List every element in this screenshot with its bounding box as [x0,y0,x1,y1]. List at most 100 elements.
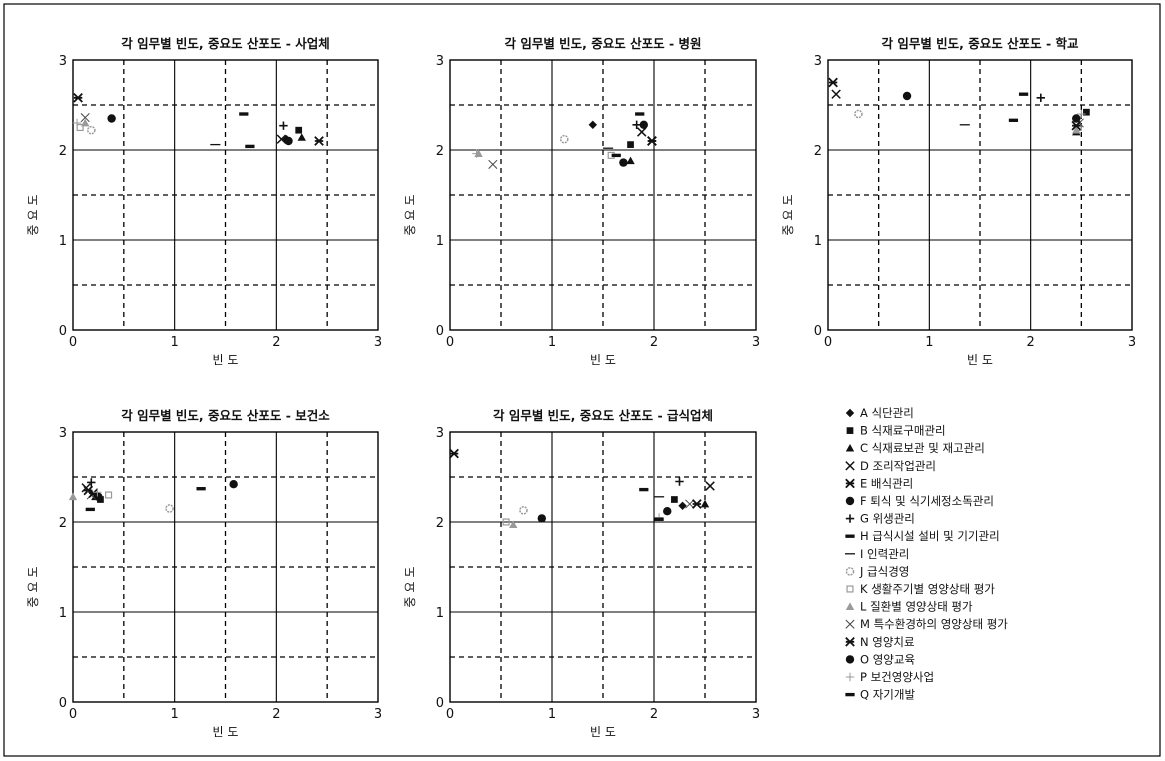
data-point-b [295,126,303,134]
x-tick-label: 2 [272,707,280,722]
x-tick-label: 2 [1027,335,1035,350]
x-tick-label: 3 [752,707,760,722]
data-point-j [854,109,863,119]
plot-frame [449,59,757,331]
data-point-q [654,517,664,521]
data-point-g [1036,93,1045,102]
y-axis-label: 중요도 [26,562,40,607]
y-tick-label: 2 [59,144,67,159]
data-point-d [276,134,287,144]
legend-label: N 영양치료 [860,635,915,649]
data-point-l [81,118,90,127]
data-point-o [1072,114,1081,123]
data-point-g [279,121,288,130]
legend-label: Q 자기개발 [860,688,915,702]
x-tick-label: 2 [650,335,658,350]
data-point-q [245,144,255,149]
legend-item-h: H 급식시설 설비 및 기기관리 [845,529,1000,543]
legend-marker-p [845,672,855,682]
data-point-l [68,492,78,501]
y-tick-label: 3 [814,54,822,69]
legend-marker-m [845,619,855,629]
legend-marker-a [845,408,855,418]
data-point-d [831,89,841,99]
data-point-p [93,488,102,497]
data-point-o [229,480,238,489]
legend-item-p: P 보건영양사업 [845,670,934,684]
legend-label: K 생활주기별 영양상태 평가 [860,582,995,596]
data-point-m [488,159,498,169]
legend-item-d: D 조리작업관리 [845,459,936,473]
chart-title: 각 임무별 빈도, 중요도 산포도 - 병원 [504,36,701,51]
legend-item-m: M 특수환경하의 영양상태 평가 [845,617,1008,631]
legend-label: J 급식경영 [859,564,909,578]
data-point-h [639,487,649,492]
legend-marker-f [845,496,855,506]
x-tick-label: 1 [171,707,179,722]
x-tick-label: 3 [374,335,382,350]
x-tick-label: 0 [69,335,77,350]
data-point-n [647,136,657,146]
x-tick-label: 3 [1128,335,1136,350]
y-axis-label: 중요도 [26,190,40,235]
chart-title: 각 임무별 빈도, 중요도 산포도 - 사업체 [121,36,330,51]
data-point-p [1077,109,1086,119]
y-tick-label: 0 [59,324,67,339]
y-tick-label: 3 [436,426,444,441]
legend-marker-e [845,478,855,489]
scatter-panel-health-center: 각 임무별 빈도, 중요도 산포도 - 보건소 0 1 2 3 0 1 2 3 빈 도 중요도 [26,408,382,739]
data-point-l [509,520,518,529]
data-point-h [85,507,95,512]
x-axis-label: 빈 도 [213,353,239,367]
data-point-g [87,478,96,487]
legend-item-o: O 영양교육 [845,652,915,666]
legend-item-b: B 식재료구매관리 [846,424,946,438]
data-point-f [902,91,912,101]
data-point-e [449,448,459,459]
y-tick-label: 3 [59,54,67,69]
data-point-f [284,136,293,146]
data-point-j [519,505,528,515]
data-point-b [627,141,634,148]
data-point-q [196,487,206,491]
x-tick-label: 1 [171,335,179,350]
legend-item-k: K 생활주기별 영양상태 평가 [846,582,995,596]
plot-frame [72,59,379,331]
data-point-k [105,491,113,499]
legend-marker-n [845,636,855,647]
data-point-j [165,504,174,513]
legend-item-i: I 인력관리 [844,547,909,561]
y-tick-label: 2 [436,144,444,159]
data-point-d [705,481,715,491]
y-tick-label: 1 [59,606,67,621]
legend-marker-g [845,514,855,523]
legend-label: C 식재료보관 및 재고관리 [860,441,985,455]
legend-marker-l [845,602,855,610]
legend-item-q: Q 자기개발 [845,688,915,702]
legend-item-c: C 식재료보관 및 재고관리 [845,441,985,455]
legend-item-f: F 퇴식 및 식기세정소독관리 [845,494,994,508]
data-point-m [685,499,695,509]
data-point-o [107,114,116,123]
x-tick-label: 0 [446,335,454,350]
y-axis-label: 중요도 [781,190,795,235]
x-tick-label: 3 [752,335,760,350]
legend-label: P 보건영양사업 [860,670,934,684]
y-tick-label: 0 [436,696,444,711]
legend: A 식단관리 B 식재료구매관리 C 식재료보관 및 재고관리 D 조리작업관리 E 배… [844,406,1008,702]
x-axis-label: 빈 도 [213,725,239,739]
legend-label: O 영양교육 [860,652,915,666]
y-axis-label: 중요도 [403,190,417,235]
data-point-f [663,507,672,516]
legend-item-j: J 급식경영 [845,564,909,578]
legend-item-e: E 배식관리 [845,476,913,490]
data-point-k [502,518,510,526]
plot-frame [827,59,1133,331]
legend-marker-o [845,655,855,664]
data-point-c [626,156,635,165]
data-point-j [559,134,569,144]
x-tick-label: 1 [925,335,933,350]
y-tick-label: 3 [59,426,67,441]
chart-title: 각 임무별 빈도, 중요도 산포도 - 보건소 [121,408,330,423]
